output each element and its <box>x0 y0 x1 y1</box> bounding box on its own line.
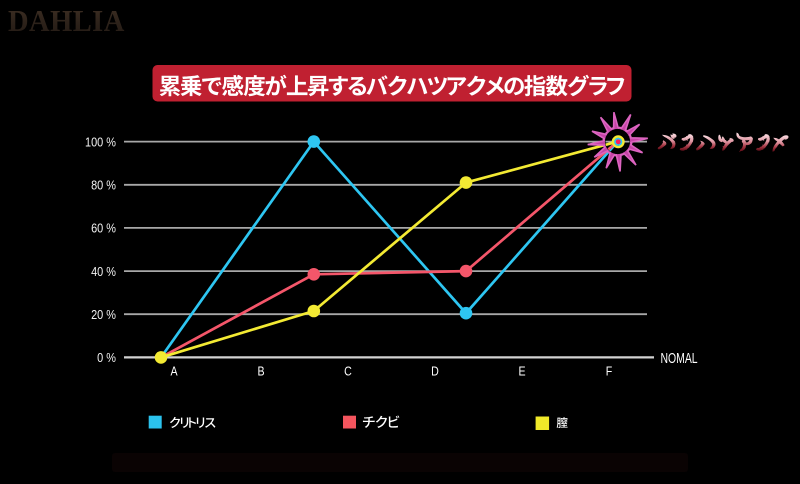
svg-text:DAHLIA: DAHLIA <box>8 4 125 38</box>
svg-text:E: E <box>518 365 525 379</box>
svg-text:A: A <box>170 365 177 379</box>
svg-text:100 %: 100 % <box>85 134 116 149</box>
svg-text:0 %: 0 % <box>97 350 116 365</box>
svg-text:B: B <box>257 365 264 379</box>
svg-text:F: F <box>606 365 612 379</box>
svg-text:20 %: 20 % <box>91 307 116 322</box>
svg-text:D: D <box>431 365 439 379</box>
svg-text:C: C <box>344 365 352 379</box>
svg-text:40 %: 40 % <box>91 264 116 279</box>
svg-text:80 %: 80 % <box>91 178 116 193</box>
svg-text:60 %: 60 % <box>91 221 116 236</box>
svg-text:NOMAL: NOMAL <box>661 350 698 366</box>
